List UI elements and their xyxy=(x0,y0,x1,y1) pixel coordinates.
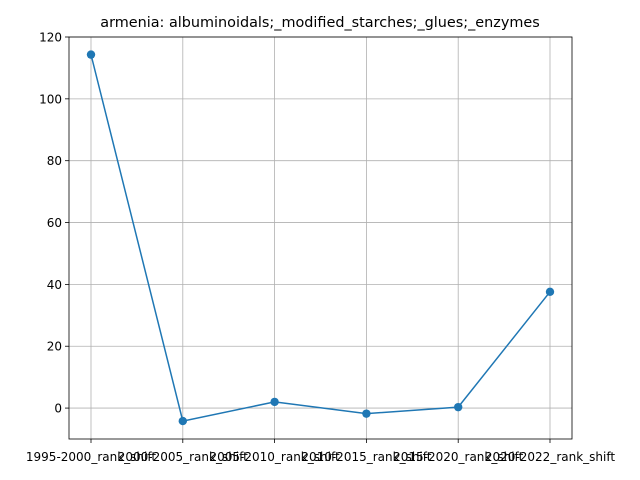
x-tick-label: 2020-2022_rank_shift xyxy=(485,450,615,464)
series-line xyxy=(90,54,551,422)
data-point xyxy=(178,416,187,426)
y-tick-label: 120 xyxy=(39,31,62,45)
y-tick-label: 20 xyxy=(47,340,62,354)
y-tick-label: 60 xyxy=(47,216,62,230)
data-point xyxy=(545,287,555,297)
y-tick-label: 40 xyxy=(47,278,62,292)
axes xyxy=(65,36,573,443)
y-tick-label: 100 xyxy=(39,92,62,106)
x-tick-label: 2015-2020_rank_shift xyxy=(393,450,523,464)
series xyxy=(86,50,555,426)
x-tick-label: 1995-2000_rank_shift xyxy=(26,450,156,464)
tick-labels: 1995-2000_rank_shift2000-2005_rank_shift… xyxy=(26,31,615,465)
data-point xyxy=(454,402,463,412)
x-tick-label: 2005-2010_rank_shift xyxy=(210,450,340,464)
grid xyxy=(69,36,572,439)
y-tick-label: 0 xyxy=(54,402,62,416)
data-point xyxy=(362,409,371,418)
y-tick-label: 80 xyxy=(47,154,62,168)
plot-frame xyxy=(68,36,573,440)
x-tick-label: 2000-2005_rank_shift xyxy=(118,450,248,464)
data-point xyxy=(270,397,279,407)
data-point xyxy=(86,50,96,59)
chart-title: armenia: albuminoidals;_modified_starche… xyxy=(100,15,539,31)
x-tick-label: 2010-2015_rank_shift xyxy=(301,450,431,464)
